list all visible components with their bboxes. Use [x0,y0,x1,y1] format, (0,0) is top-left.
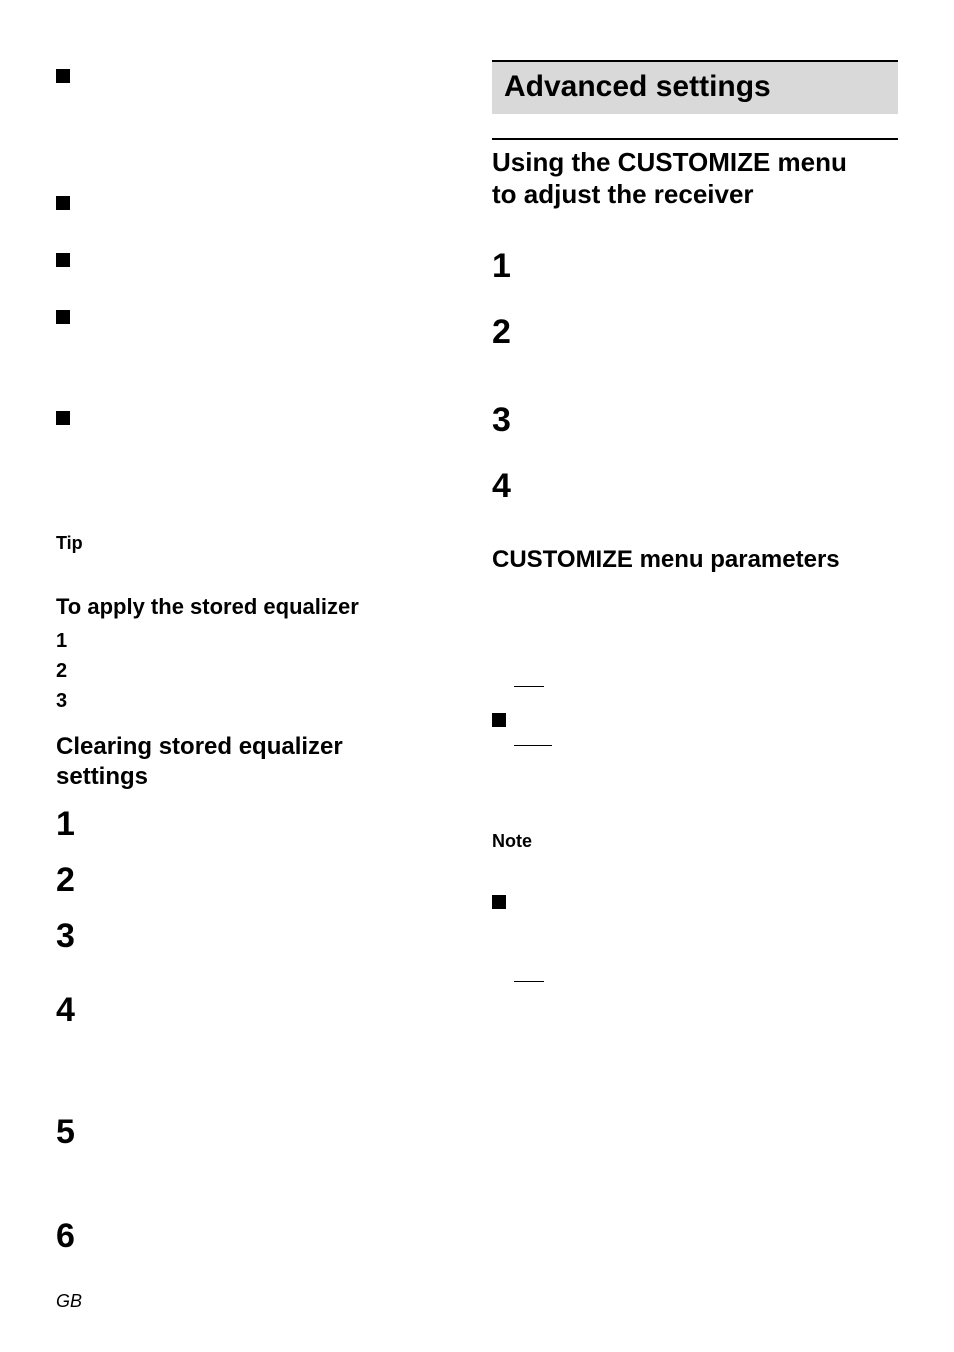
list-number: 3 [56,686,462,716]
big-number-list: 1 2 3 4 [492,236,898,516]
horizontal-rule [492,138,898,140]
dash-icon [514,745,552,746]
step-number: 4 [56,980,462,1040]
bullet-item [56,408,462,425]
customize-params-heading: CUSTOMIZE menu parameters [492,546,898,574]
dash-indent [492,969,898,987]
square-bullet-icon [56,69,70,83]
column-right: Advanced settings Using the CUSTOMIZE me… [492,60,898,1266]
list-number: 1 [56,626,462,656]
note-label: Note [492,831,898,852]
step-number: 1 [492,236,898,296]
numbered-list: 1 2 3 [56,626,462,716]
step-number: 2 [56,850,462,910]
bullet-item [56,193,462,210]
square-bullet-icon [56,196,70,210]
bullet-item [492,892,898,909]
bullet-item [56,250,462,267]
square-bullet-icon [492,895,506,909]
page-footer-code: GB [56,1291,82,1312]
step-number: 4 [492,456,898,516]
section-title: Advanced settings [504,70,886,104]
stored-equalizer-heading: To apply the stored equalizer [56,594,462,620]
clearing-heading: Clearing stored equalizer settings [56,732,462,792]
bullet-item [492,710,898,727]
customize-heading-line1: Using the CUSTOMIZE menu [492,147,847,177]
bullet-item [56,66,462,83]
column-left: Tip To apply the stored equalizer 1 2 3 … [56,60,462,1266]
square-bullet-icon [492,713,506,727]
section-header-bar: Advanced settings [492,60,898,114]
square-bullet-icon [56,253,70,267]
page: Tip To apply the stored equalizer 1 2 3 … [0,0,954,1352]
bullet-item [56,307,462,324]
step-number: 6 [56,1206,462,1266]
step-number: 3 [56,906,462,966]
step-number: 2 [492,302,898,362]
clearing-heading-line2: settings [56,763,148,790]
big-number-list: 1 2 3 4 5 6 [56,794,462,1266]
dash-icon [514,981,544,982]
customize-menu-heading: Using the CUSTOMIZE menu to adjust the r… [492,146,898,210]
square-bullet-icon [56,310,70,324]
clearing-heading-line1: Clearing stored equalizer [56,733,343,760]
step-number: 1 [56,794,462,854]
dash-icon [514,686,544,687]
dash-indent [492,674,898,692]
dash-indent [492,733,898,751]
tip-label: Tip [56,533,462,554]
step-number: 5 [56,1102,462,1162]
two-column-layout: Tip To apply the stored equalizer 1 2 3 … [56,60,898,1266]
square-bullet-icon [56,411,70,425]
step-number: 3 [492,390,898,450]
list-number: 2 [56,656,462,686]
customize-heading-line2: to adjust the receiver [492,179,754,209]
